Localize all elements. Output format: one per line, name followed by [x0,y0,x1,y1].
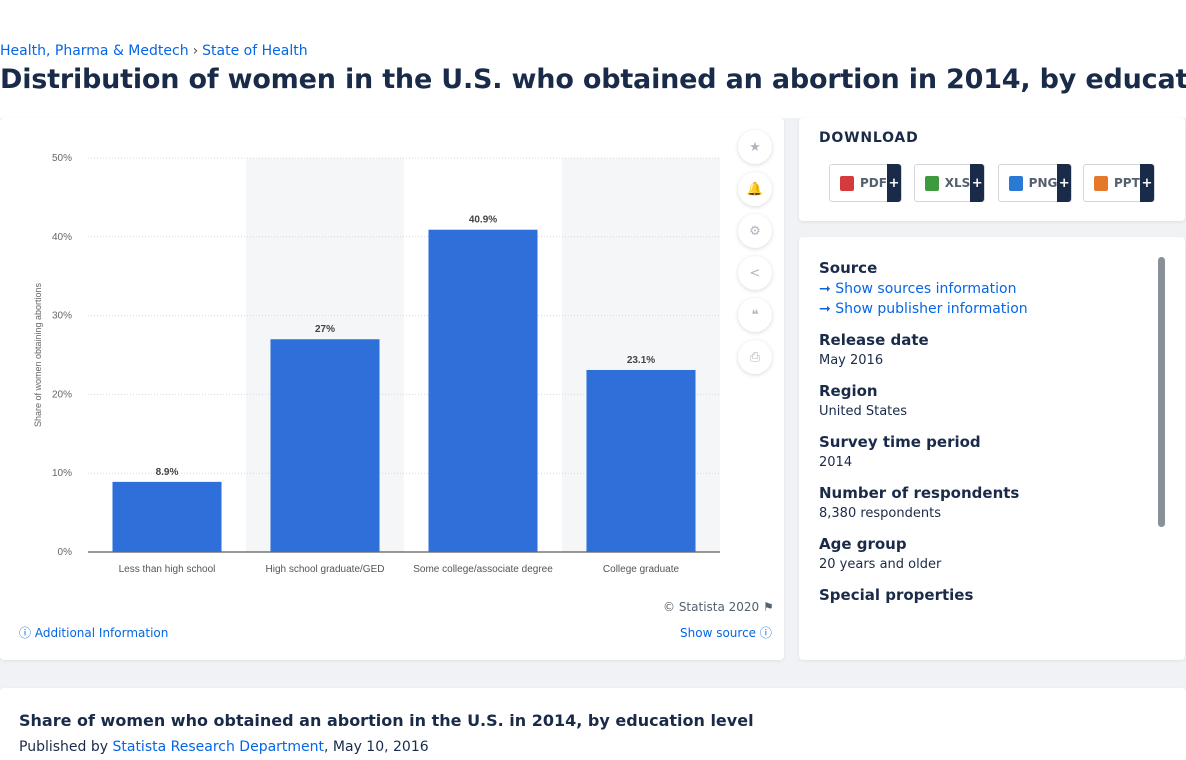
publisher-link[interactable]: Statista Research Department [112,739,325,755]
breadcrumb: Health, Pharma & Medtech › State of Health [0,43,308,59]
y-tick-label: 20% [52,389,72,400]
data-label: 40.9% [469,215,497,226]
y-tick-label: 30% [52,311,72,322]
share-icon[interactable]: < [738,256,772,290]
png-file-icon [1009,175,1023,191]
xls-label: XLS [944,176,971,190]
settings-gear-icon[interactable]: ⚙ [738,214,772,248]
age-group-heading: Age group [819,535,907,553]
info-list: Source ➞ Show sources information ➞ Show… [819,259,1149,604]
page-header [0,38,1186,118]
plus-icon: + [1140,164,1154,202]
show-sources-link[interactable]: ➞ Show sources information [819,281,1149,297]
show-publisher-label: Show publisher information [835,301,1028,317]
info-circle-icon: ⓘ [759,626,772,640]
favorite-star-icon[interactable]: ★ [738,130,772,164]
download-title: DOWNLOAD [819,130,919,146]
breadcrumb-chevron-icon: › [192,43,199,59]
chart-copyright: © Statista 2020 ⚑ [663,600,774,614]
publish-date: , May 10, 2016 [324,739,429,755]
statistic-description-card: Share of women who obtained an abortion … [0,688,1186,760]
bar-chart: 8.9% 27% 40.9% 23.1% 0% 10% 20% 30% 40% 50% Less… [33,153,720,575]
data-label: 27% [315,324,335,335]
data-label: 23.1% [627,355,655,366]
y-tick-label: 0% [58,547,73,558]
pdf-file-icon [840,175,854,191]
chart-card: 8.9% 27% 40.9% 23.1% 0% 10% 20% 30% 40% 50% Less… [0,118,784,660]
chart-toolbar: ★ 🔔 ⚙ < ❝ ⎙ [738,130,772,382]
flag-icon[interactable]: ⚑ [763,600,774,614]
arrow-right-icon: ➞ [819,301,831,317]
release-date-value: May 2016 [819,353,884,368]
statistic-info-card: Source ➞ Show sources information ➞ Show… [799,237,1185,660]
special-properties-heading: Special properties [819,586,974,604]
published-by-label: Published by [19,739,109,755]
bar [112,481,222,552]
y-tick-label: 10% [52,468,72,479]
y-axis-label: Share of women obtaining abortions [33,282,43,427]
bar [270,339,380,552]
show-source-label: Show source [680,626,757,640]
published-by-line: Published by Statista Research Departmen… [19,739,429,755]
plus-icon: + [1057,164,1071,202]
download-png-button[interactable]: PNG + [998,164,1072,202]
plus-icon: + [887,164,901,202]
download-xls-button[interactable]: XLS + [914,164,985,202]
age-group-value: 20 years and older [819,557,942,572]
additional-information-link[interactable]: ⓘ Additional Information [19,624,168,641]
data-label: 8.9% [156,467,179,478]
info-scrollbar[interactable] [1158,257,1165,527]
download-ppt-button[interactable]: PPT + [1083,164,1155,202]
breadcrumb-link-state-of-health[interactable]: State of Health [202,43,308,59]
release-date-heading: Release date [819,331,929,349]
y-tick-label: 40% [52,232,72,243]
survey-period-value: 2014 [819,455,853,470]
copyright-text: © Statista 2020 [663,600,760,614]
y-tick-label: 50% [52,153,72,164]
plus-icon: + [970,164,984,202]
scrollbar-thumb[interactable] [1158,257,1165,527]
xls-file-icon [925,175,939,191]
region-heading: Region [819,382,878,400]
arrow-right-icon: ➞ [819,281,831,297]
show-sources-label: Show sources information [835,281,1017,297]
bar [428,229,538,552]
x-tick-label: College graduate [603,564,680,575]
info-circle-icon: ⓘ [19,626,32,640]
survey-period-heading: Survey time period [819,433,981,451]
additional-information-label: Additional Information [34,626,169,640]
ppt-file-icon [1094,175,1108,191]
x-tick-label: Some college/associate degree [413,564,553,575]
respondents-heading: Number of respondents [819,484,1020,502]
bar [586,369,696,552]
top-navigation-bar [0,0,1186,38]
show-publisher-link[interactable]: ➞ Show publisher information [819,301,1149,317]
region-value: United States [819,404,908,419]
citation-quote-icon[interactable]: ❝ [738,298,772,332]
show-source-link[interactable]: Show source ⓘ [680,624,772,641]
ppt-label: PPT [1114,176,1140,190]
pdf-label: PDF [860,176,887,190]
x-tick-label: Less than high school [119,564,216,575]
print-icon[interactable]: ⎙ [738,340,772,374]
png-label: PNG [1028,176,1058,190]
download-pdf-button[interactable]: PDF + [829,164,902,202]
respondents-value: 8,380 respondents [819,506,941,521]
breadcrumb-link-health[interactable]: Health, Pharma & Medtech [0,43,189,59]
download-card: DOWNLOAD PDF + XLS + PNG + PPT + [799,118,1185,221]
source-heading: Source [819,259,878,277]
notification-bell-icon[interactable]: 🔔 [738,172,772,206]
page-title: Distribution of women in the U.S. who ob… [0,64,1186,95]
x-tick-label: High school graduate/GED [266,564,385,575]
statistic-subtitle: Share of women who obtained an abortion … [19,711,754,730]
